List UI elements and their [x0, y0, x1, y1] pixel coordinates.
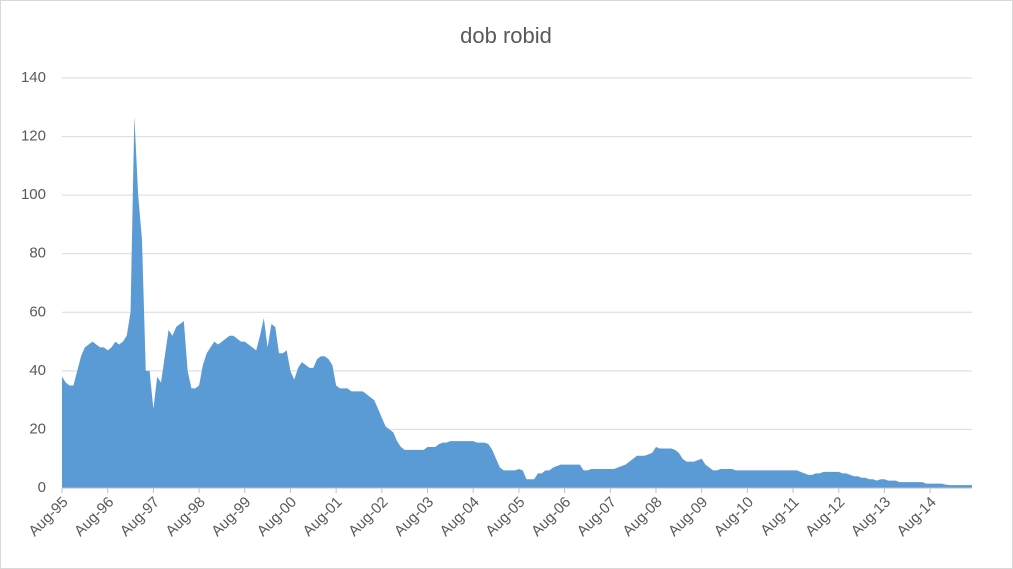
y-tick-label: 20	[29, 420, 46, 437]
area	[62, 116, 972, 488]
y-tick-label: 140	[21, 69, 46, 86]
y-tick-label: 40	[29, 362, 46, 379]
y-tick-label: 0	[38, 479, 46, 496]
chart-title: dob robid	[460, 23, 552, 48]
y-tick-label: 60	[29, 303, 46, 320]
y-tick-label: 100	[21, 186, 46, 203]
y-tick-label: 120	[21, 128, 46, 145]
y-tick-label: 80	[29, 245, 46, 262]
